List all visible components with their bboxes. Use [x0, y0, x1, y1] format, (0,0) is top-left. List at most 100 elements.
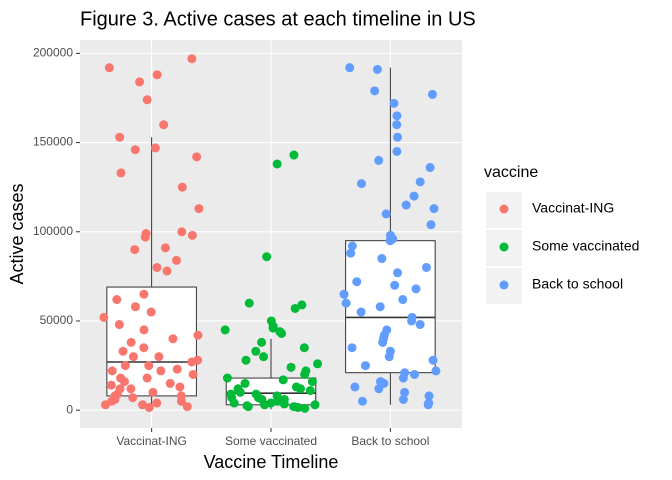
point: [139, 343, 149, 353]
point: [272, 159, 282, 169]
point: [398, 394, 408, 404]
point: [156, 366, 166, 376]
point: [278, 375, 288, 385]
point: [425, 163, 435, 173]
point: [392, 146, 402, 156]
point: [150, 143, 160, 153]
point: [241, 355, 251, 365]
point: [377, 254, 387, 264]
point: [176, 391, 186, 401]
point: [426, 220, 436, 230]
point: [352, 277, 362, 287]
y-tick-label: 0: [66, 402, 73, 416]
point: [107, 366, 117, 376]
point: [350, 382, 360, 392]
point: [100, 400, 110, 410]
point: [415, 177, 425, 187]
point: [257, 337, 267, 347]
point: [240, 378, 250, 388]
x-tick-label: Some vaccinated: [225, 434, 317, 448]
point: [126, 337, 136, 347]
point: [289, 402, 299, 412]
point: [346, 248, 356, 258]
point: [345, 63, 355, 73]
point: [144, 402, 154, 412]
point: [126, 384, 136, 394]
point: [392, 111, 402, 121]
point: [148, 387, 158, 397]
x-tick-label: Back to school: [351, 434, 429, 448]
point: [188, 369, 198, 379]
point: [194, 204, 204, 214]
point: [259, 352, 269, 362]
point: [152, 262, 162, 272]
y-tick-label: 50000: [40, 313, 74, 327]
point: [390, 280, 400, 290]
point: [175, 382, 185, 392]
point: [381, 209, 391, 219]
legend-title: vaccine: [484, 164, 538, 181]
point: [159, 120, 169, 130]
point: [182, 402, 192, 412]
point: [99, 312, 109, 322]
point: [116, 168, 126, 178]
point: [152, 398, 162, 408]
point: [384, 352, 394, 362]
point: [356, 307, 366, 317]
point: [398, 373, 408, 383]
point: [347, 241, 357, 251]
point: [427, 89, 437, 99]
point: [299, 343, 309, 353]
point: [262, 252, 272, 262]
legend-swatch: [499, 204, 509, 214]
point: [310, 400, 320, 410]
y-tick-label: 150000: [33, 135, 73, 149]
point: [251, 346, 261, 356]
point: [374, 155, 384, 165]
legend-swatch: [499, 280, 509, 290]
legend-label: Vaccinat-ING: [532, 200, 614, 216]
point: [424, 391, 434, 401]
point: [115, 384, 125, 394]
point: [341, 298, 351, 308]
point: [295, 384, 305, 394]
y-axis-title: Active cases: [7, 183, 27, 284]
point: [428, 355, 438, 365]
point: [393, 132, 403, 142]
point: [260, 400, 270, 410]
point: [277, 328, 287, 338]
point: [144, 361, 154, 371]
point: [220, 325, 230, 335]
point: [116, 373, 126, 383]
point: [168, 334, 178, 344]
point: [118, 346, 128, 356]
point: [429, 204, 439, 214]
point: [140, 232, 150, 242]
point: [115, 132, 125, 142]
legend-label: Some vaccinated: [532, 238, 639, 254]
point: [130, 145, 140, 155]
point: [130, 302, 140, 312]
point: [372, 64, 382, 74]
point: [187, 357, 197, 367]
point: [152, 70, 162, 80]
legend-swatch: [499, 242, 509, 252]
point: [339, 289, 349, 299]
point: [128, 352, 138, 362]
point: [106, 380, 116, 390]
point: [360, 361, 370, 371]
y-tick-label: 100000: [33, 224, 73, 238]
point: [305, 386, 315, 396]
point: [222, 373, 232, 383]
point: [392, 120, 402, 130]
point: [411, 284, 421, 294]
chart-title: Figure 3. Active cases at each timeline …: [80, 8, 476, 30]
point: [300, 369, 310, 379]
point: [128, 393, 138, 403]
point: [104, 63, 114, 73]
point: [401, 200, 411, 210]
point: [114, 320, 124, 330]
point: [187, 54, 197, 64]
point: [421, 262, 431, 272]
point: [370, 86, 380, 96]
